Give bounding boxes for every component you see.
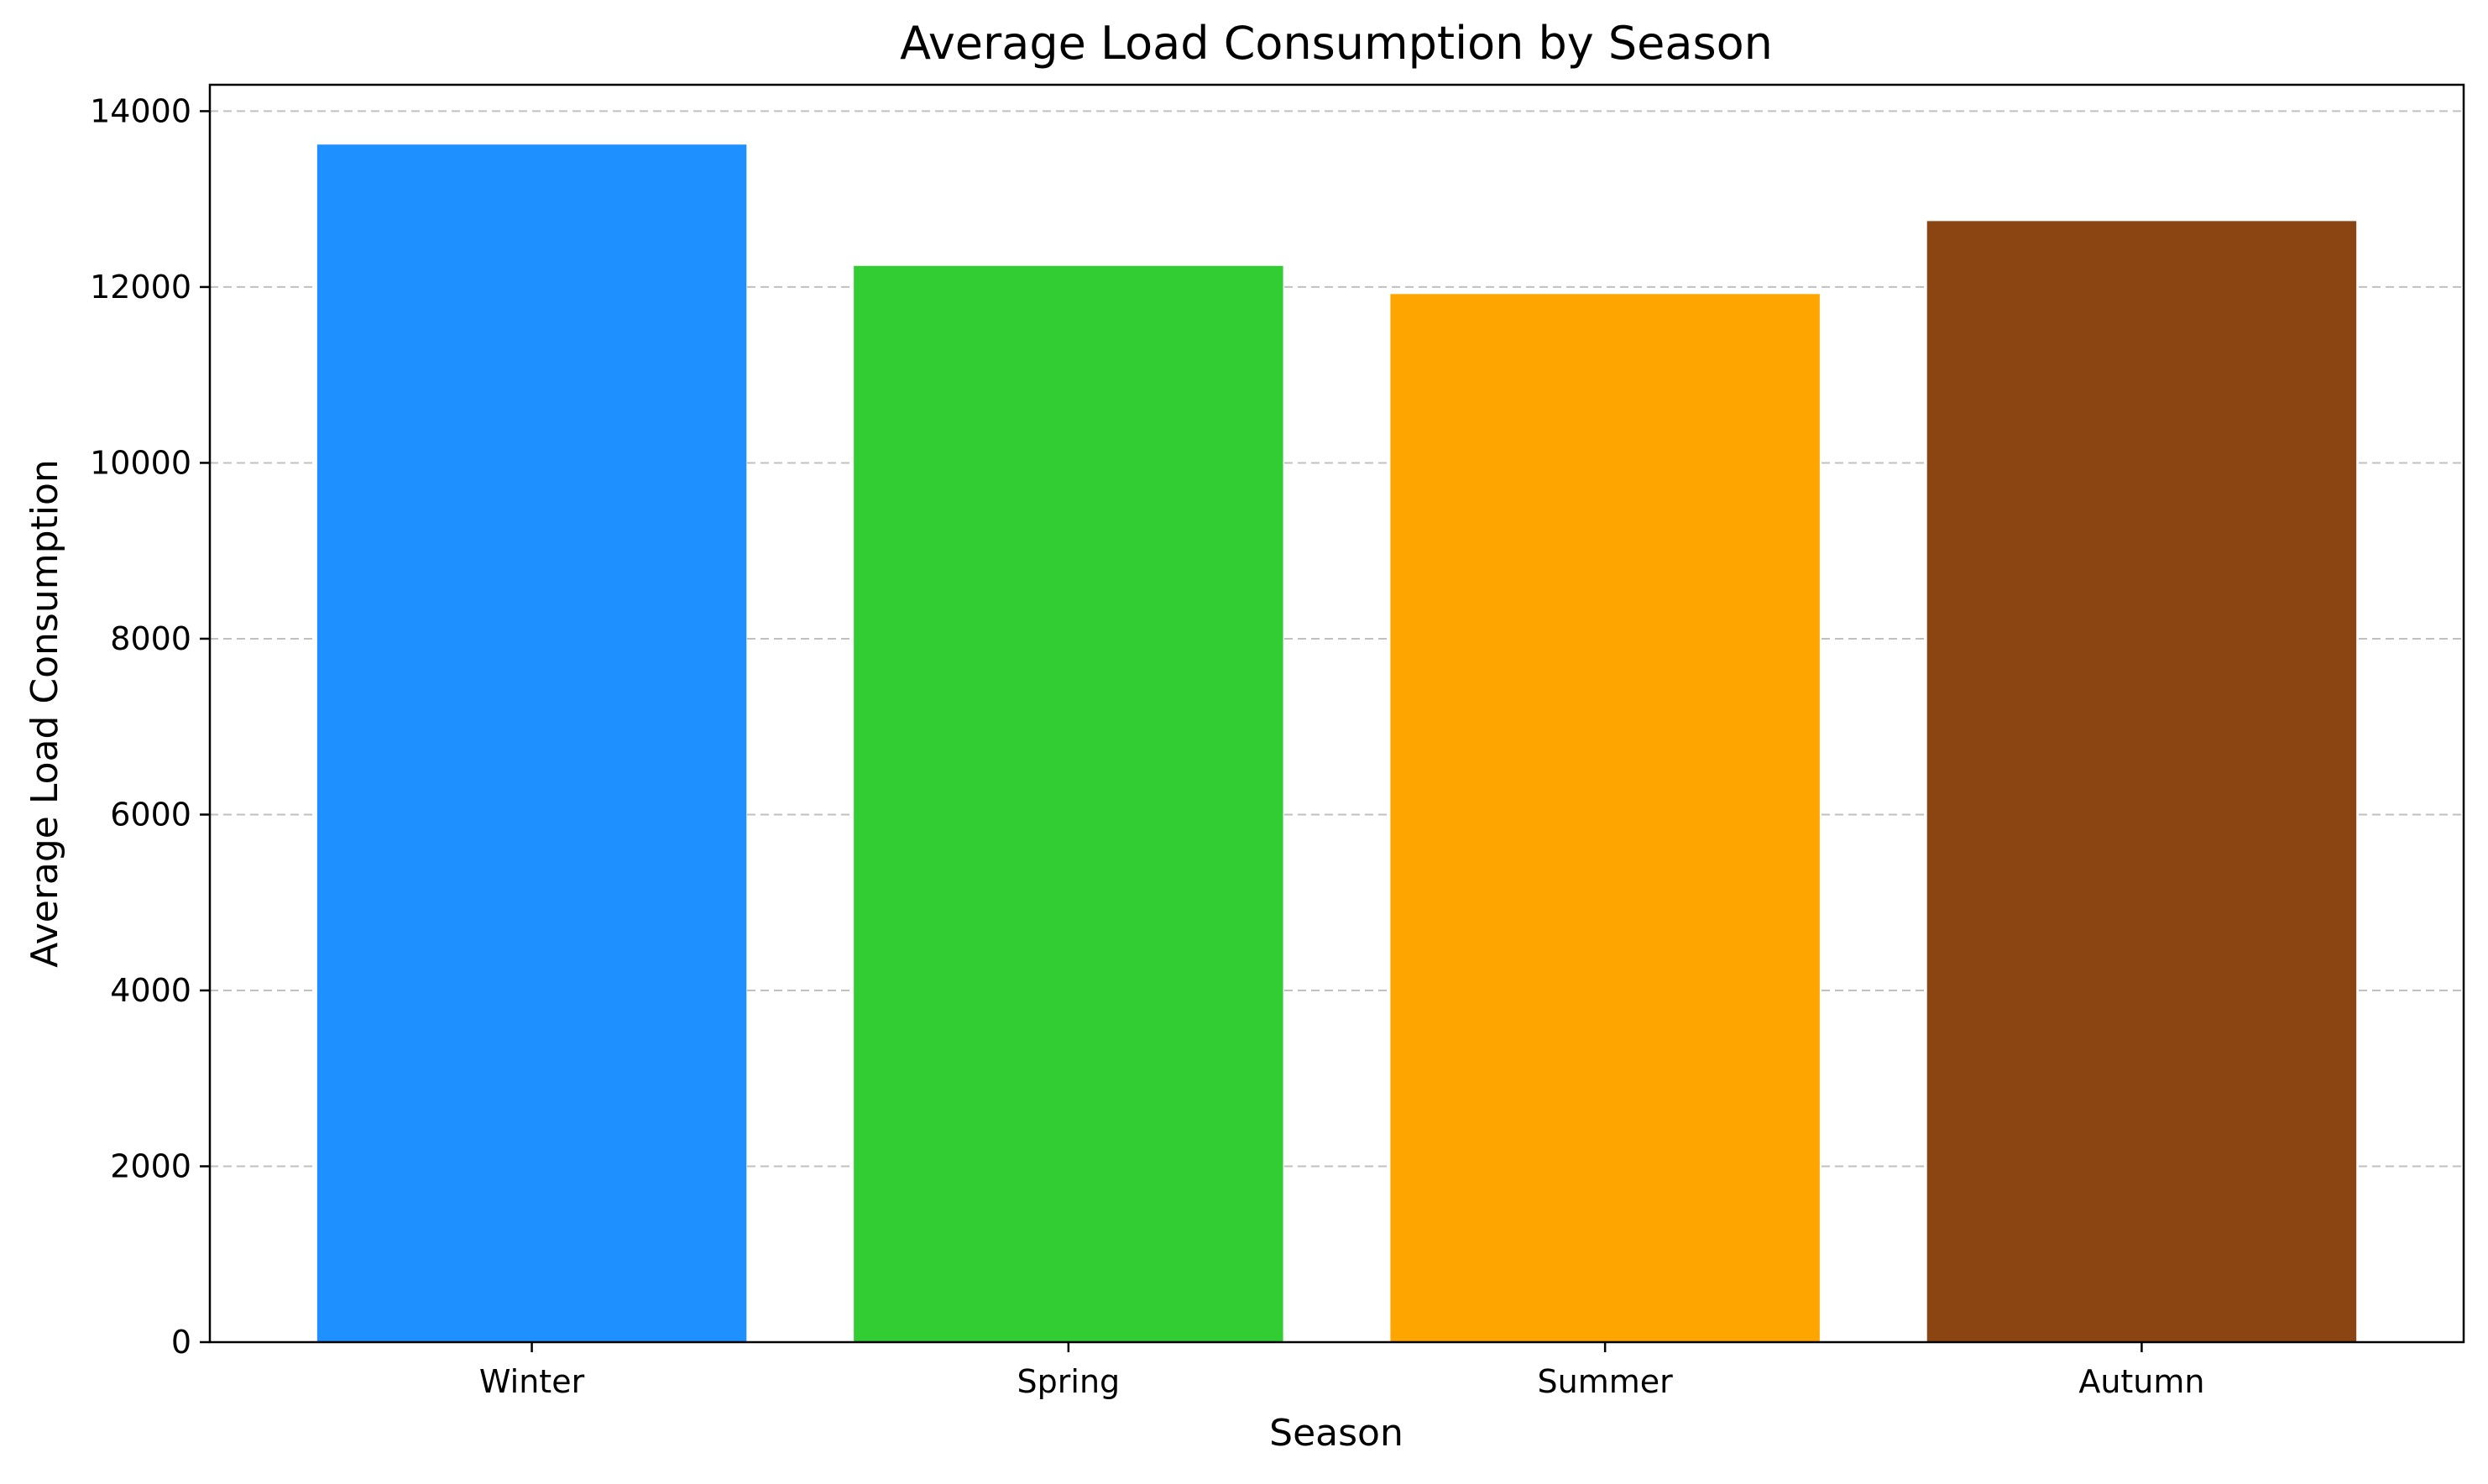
- bars: [316, 144, 2357, 1343]
- y-tick-label: 14000: [90, 92, 191, 129]
- bar-spring: [854, 265, 1283, 1343]
- x-axis-ticks: Winter Spring Summer Autumn: [479, 1342, 2205, 1400]
- y-tick-label: 4000: [110, 972, 191, 1009]
- x-axis-label: Season: [1269, 1412, 1403, 1455]
- y-tick-label: 0: [171, 1324, 191, 1361]
- x-tick-label: Autumn: [2078, 1363, 2204, 1400]
- bar-winter: [316, 144, 747, 1343]
- y-axis-ticks: 0 2000 4000 6000 8000 10000 12000 14000: [90, 92, 210, 1361]
- y-tick-label: 6000: [110, 796, 191, 833]
- y-tick-label: 10000: [90, 444, 191, 481]
- bar-autumn: [1926, 221, 2357, 1343]
- y-tick-label: 8000: [110, 620, 191, 657]
- x-tick-label: Winter: [479, 1363, 585, 1400]
- plot-frame: [208, 83, 2465, 1344]
- bar-summer: [1390, 294, 1820, 1342]
- y-tick-label: 2000: [110, 1147, 191, 1184]
- chart-title: Average Load Consumption by Season: [900, 17, 1773, 70]
- y-axis-label: Average Load Consumption: [24, 459, 66, 968]
- x-tick-label: Summer: [1538, 1363, 1674, 1400]
- y-tick-label: 12000: [90, 269, 191, 306]
- x-tick-label: Spring: [1017, 1363, 1121, 1400]
